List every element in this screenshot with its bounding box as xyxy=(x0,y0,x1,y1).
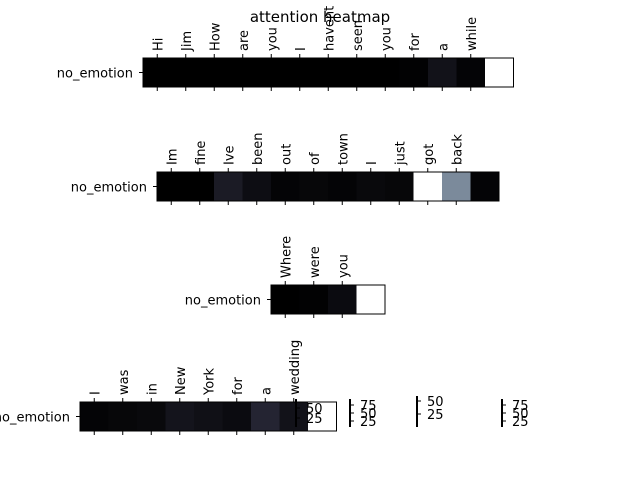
row-label: no_emotion xyxy=(57,67,133,82)
colorbar-tick-label: 25 xyxy=(427,408,444,423)
colorbar-tick-label: 50 xyxy=(427,395,444,410)
token-label: seen xyxy=(351,20,366,51)
token-label: town xyxy=(336,133,351,165)
heatmap-cell xyxy=(342,58,372,87)
token-label: a xyxy=(259,387,274,395)
row-label: no_emotion xyxy=(185,294,261,309)
heatmap-cell xyxy=(157,172,186,201)
colorbar-tick-label: 75 xyxy=(512,399,529,414)
heatmap-cell xyxy=(185,172,215,201)
heatmap-cell xyxy=(442,172,471,201)
colorbar-tick-label: 50 xyxy=(512,407,529,422)
token-label: I xyxy=(88,391,103,395)
heatmap-cell xyxy=(271,285,300,314)
heatmap-cell xyxy=(356,172,386,201)
colorbar-tick-label: 25 xyxy=(512,415,529,430)
colorbar-tick-label: 50 xyxy=(360,407,377,422)
token-label: New xyxy=(174,366,189,395)
token-label: havent xyxy=(322,6,337,51)
token-label: of xyxy=(308,152,323,165)
heatmap-cell xyxy=(279,402,309,431)
heatmap-cell xyxy=(285,58,315,87)
heatmap-cell xyxy=(228,58,258,87)
token-label: York xyxy=(202,367,217,396)
heatmap-cell xyxy=(194,402,223,431)
heatmap-cell xyxy=(470,172,500,201)
heatmap-cell xyxy=(428,58,457,87)
colorbar-tick-label: 25 xyxy=(306,412,323,427)
heatmap-panel: no_emotion Where were you xyxy=(185,236,386,318)
colorbar-tick-label: 25 xyxy=(360,415,377,430)
row-label: no_emotion xyxy=(71,181,147,196)
token-label: fine xyxy=(194,141,209,165)
token-label: Where xyxy=(279,236,294,278)
heatmap-cell xyxy=(308,402,337,431)
row-label: no_emotion xyxy=(0,411,70,426)
heatmap-cell xyxy=(80,402,109,431)
token-label: been xyxy=(251,133,266,166)
token-label: How xyxy=(208,22,223,51)
heatmap-cell xyxy=(328,285,357,314)
token-label: out xyxy=(279,144,294,165)
heatmap-cell xyxy=(171,58,201,87)
token-label: while xyxy=(465,17,480,51)
heatmap-cell xyxy=(385,172,414,201)
token-label: Jim xyxy=(180,31,195,52)
chart-title: attention heatmap xyxy=(250,8,390,26)
token-label: are xyxy=(237,30,252,51)
heatmap-cell xyxy=(299,285,329,314)
token-label: got xyxy=(422,144,437,165)
heatmap-cell xyxy=(251,402,280,431)
heatmap-cell xyxy=(242,172,272,201)
token-label: a xyxy=(436,43,451,51)
token-label: I xyxy=(294,47,309,51)
heatmap-panel: no_emotion I was in New York for a wedding xyxy=(0,340,337,435)
heatmap-cell xyxy=(200,58,229,87)
token-label: just xyxy=(393,141,408,166)
colorbar-tick-label: 75 xyxy=(360,399,377,414)
heatmap-cell xyxy=(214,172,243,201)
heatmap-cell xyxy=(108,402,138,431)
token-label: Ive xyxy=(222,145,237,165)
colorbar-tick-label: 50 xyxy=(306,402,323,417)
token-label: you xyxy=(336,254,351,278)
heatmap-cell xyxy=(257,58,286,87)
heatmap-cell xyxy=(314,58,343,87)
heatmap-cell xyxy=(143,58,172,87)
heatmap-cell xyxy=(271,172,300,201)
heatmap-cell xyxy=(165,402,195,431)
token-label: in xyxy=(145,383,160,395)
heatmap-cell xyxy=(456,58,486,87)
token-label: back xyxy=(450,134,465,165)
token-label: Im xyxy=(165,149,180,166)
heatmap-cell xyxy=(222,402,252,431)
heatmap-cell xyxy=(413,172,443,201)
heatmap-cell xyxy=(371,58,400,87)
token-label: was xyxy=(117,369,132,395)
token-label: you xyxy=(265,27,280,51)
token-label: wedding xyxy=(288,340,303,395)
heatmap-cell xyxy=(485,58,514,87)
heatmap-cell xyxy=(328,172,357,201)
token-label: Hi xyxy=(151,38,166,51)
token-label: for xyxy=(231,376,246,395)
heatmap-cell xyxy=(137,402,166,431)
token-label: I xyxy=(365,161,380,165)
token-label: were xyxy=(308,246,323,278)
token-label: for xyxy=(408,32,423,51)
heatmap-cell xyxy=(399,58,429,87)
heatmap-cell xyxy=(356,285,386,314)
heatmap-cell xyxy=(299,172,329,201)
token-label: you xyxy=(379,27,394,51)
